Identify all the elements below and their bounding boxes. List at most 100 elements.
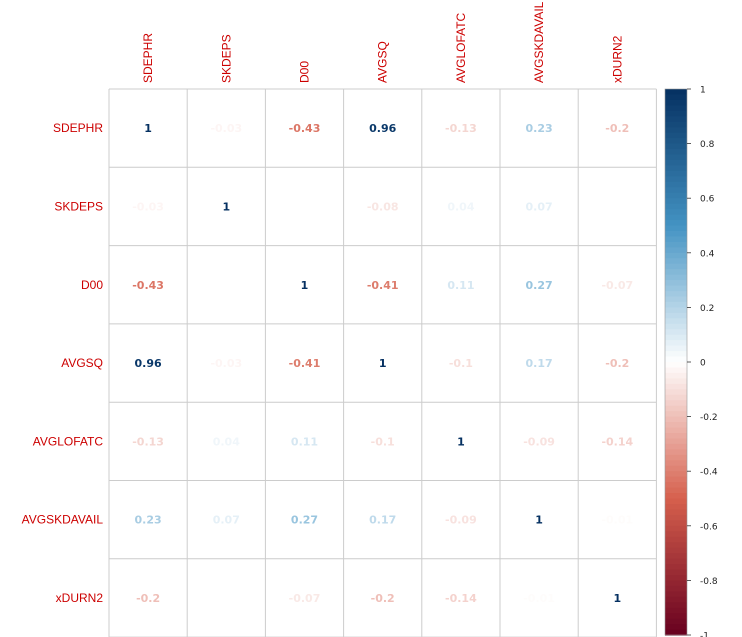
cell-value: 0.11 (291, 435, 318, 448)
cell-value: 0.96 (369, 122, 396, 135)
cell-value: 1 (379, 357, 387, 370)
colorbar-segment (665, 110, 687, 117)
cell-value: -0.2 (605, 122, 629, 135)
colorbar: 1 0.8 0.6 0.4 0.2 0 -0.2 -0.4 -0.6 -0.8 -1 (664, 86, 718, 637)
colorbar-segment (665, 422, 687, 429)
cell-value: 0.27 (526, 279, 553, 292)
colorbar-segment (665, 471, 687, 478)
colorbar-segment (665, 378, 687, 385)
cell-value: 0.23 (135, 514, 162, 527)
colorbar-segment (665, 291, 687, 298)
colorbar-segment (665, 383, 687, 390)
colorbar-segment (665, 542, 687, 549)
colorbar-segment (665, 596, 687, 603)
colorbar-segment (665, 362, 687, 369)
colorbar-segment (665, 400, 687, 407)
colorbar-segment (665, 127, 687, 134)
cell-value: 1 (613, 592, 621, 605)
cell-value: -0.01 (523, 592, 555, 605)
cell-value: -0.09 (523, 435, 555, 448)
cell-value: -0.13 (132, 435, 164, 448)
cell-value: 0.07 (213, 514, 240, 527)
colorbar-segment (665, 187, 687, 194)
colorbar-segment (665, 460, 687, 467)
colorbar-segment (665, 487, 687, 494)
colorbar-segment (665, 394, 687, 401)
cell-value: -0.41 (367, 279, 399, 292)
cell-value: 0.11 (447, 279, 474, 292)
colorbar-tick-label: -0.2 (700, 413, 718, 423)
cell-value: -0.13 (445, 122, 477, 135)
colorbar-segment (665, 99, 687, 106)
cell-value: 0.04 (447, 200, 474, 213)
cell-value: 0.23 (526, 122, 553, 135)
colorbar-segment (665, 607, 687, 614)
colorbar-segment (665, 585, 687, 592)
colorbar-segment (665, 509, 687, 516)
column-label: xDURN2 (610, 35, 624, 83)
colorbar-segment (665, 432, 687, 440)
row-label: D00 (81, 278, 103, 292)
colorbar-tick-label: -0.6 (700, 522, 718, 532)
cell-value: 0.17 (369, 514, 396, 527)
column-label: AVGLOFATC (454, 12, 468, 83)
colorbar-segment (665, 476, 687, 483)
cell-value: 0.17 (526, 357, 553, 370)
column-label: D00 (298, 61, 312, 83)
colorbar-segment (665, 312, 687, 319)
cell-value: 1 (535, 514, 543, 527)
colorbar-segment (665, 143, 687, 150)
cell-value: -0.2 (136, 592, 160, 605)
colorbar-segment (665, 252, 687, 259)
colorbar-segment (665, 498, 687, 505)
column-labels: SDEPHR SKDEPS D00 AVGSQ AVGLOFATC AVGSKDAVAIL… (141, 1, 624, 83)
colorbar-segment (665, 214, 687, 221)
colorbar-segment (665, 301, 687, 308)
cell-values: 1 -0.03 -0.43 0.96 -0.13 0.23 -0.2 -0.03 1 -0.08 0… (132, 122, 633, 605)
colorbar-segment (665, 225, 687, 232)
colorbar-segment (665, 170, 687, 177)
colorbar-tick-label: 0 (700, 359, 706, 369)
column-label: AVGSQ (376, 41, 390, 83)
colorbar-segment (665, 493, 687, 500)
colorbar-segment (665, 465, 687, 472)
colorbar-tick-label: 0.2 (700, 304, 714, 314)
colorbar-segment (665, 454, 687, 461)
cell-value: -0.03 (132, 200, 164, 213)
colorbar-segment (665, 340, 687, 347)
colorbar-segment (665, 438, 687, 445)
column-label: SKDEPS (219, 34, 233, 83)
cell-value: -0.1 (371, 435, 395, 448)
cell-value: 0.07 (526, 200, 553, 213)
cell-value: -0.14 (445, 592, 477, 605)
colorbar-segment (665, 367, 687, 374)
column-label: SDEPHR (141, 33, 155, 83)
colorbar-segment (665, 514, 687, 521)
row-label: SKDEPS (54, 199, 103, 213)
colorbar-segment (665, 280, 687, 287)
colorbar-segment (665, 230, 687, 238)
colorbar-segment (665, 443, 687, 450)
cell-value: 1 (457, 435, 465, 448)
cell-value: -0.03 (210, 122, 242, 135)
cell-value: -0.07 (289, 592, 321, 605)
colorbar-segment (665, 236, 687, 243)
colorbar-segment (665, 624, 687, 631)
colorbar-segment (665, 389, 687, 396)
row-label: AVGSKDAVAIL (22, 513, 104, 527)
colorbar-segment (665, 351, 687, 358)
colorbar-segment (665, 247, 687, 254)
colorbar-segment (665, 520, 687, 527)
colorbar-segment (665, 334, 687, 341)
row-label: SDEPHR (53, 121, 103, 135)
colorbar-tick-label: -1 (700, 632, 709, 637)
colorbar-tick-label: 0.8 (700, 140, 715, 150)
cell-value: 1 (301, 279, 309, 292)
colorbar-segment (665, 574, 687, 581)
colorbar-segment (665, 547, 687, 554)
colorbar-segment (665, 94, 687, 101)
colorbar-segment (665, 121, 687, 128)
cell-value: 0.04 (213, 435, 240, 448)
colorbar-segment (665, 416, 687, 423)
colorbar-segment (665, 525, 687, 532)
